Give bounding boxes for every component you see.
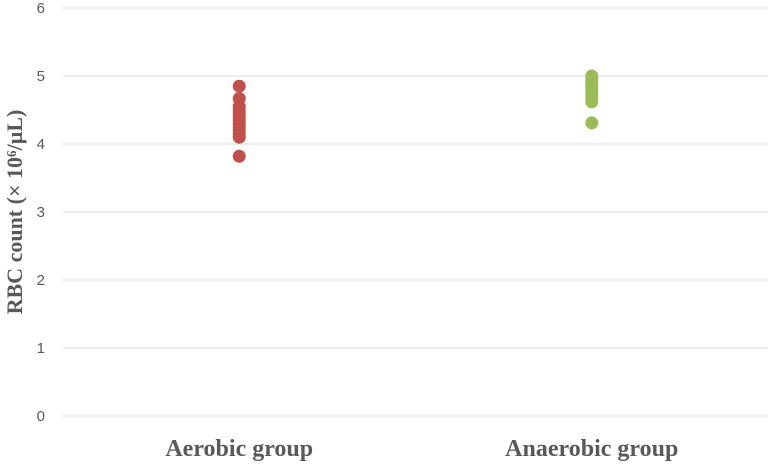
data-point [232,149,246,163]
data-point [585,116,599,130]
data-point [585,95,599,109]
y-tick-label: 1 [37,340,45,357]
x-category-label: Aerobic group [165,436,313,462]
x-category-label: Anaerobic group [505,436,678,462]
category-labels: Aerobic group Anaerobic group [165,436,678,462]
y-tick-label: 2 [37,272,45,289]
y-tick-label: 6 [37,0,45,17]
y-tick-label: 4 [37,136,45,153]
y-tick-label: 0 [37,408,45,425]
data-point [232,79,246,93]
data-point [232,130,246,144]
y-axis-title: RBC count (× 10⁶/µL) [2,110,27,315]
y-tick-label: 5 [37,68,45,85]
gridlines [63,7,768,417]
y-tick-label: 3 [37,204,45,221]
y-tick-labels: 0 1 2 3 4 5 6 [37,0,45,425]
data-points [232,69,599,163]
